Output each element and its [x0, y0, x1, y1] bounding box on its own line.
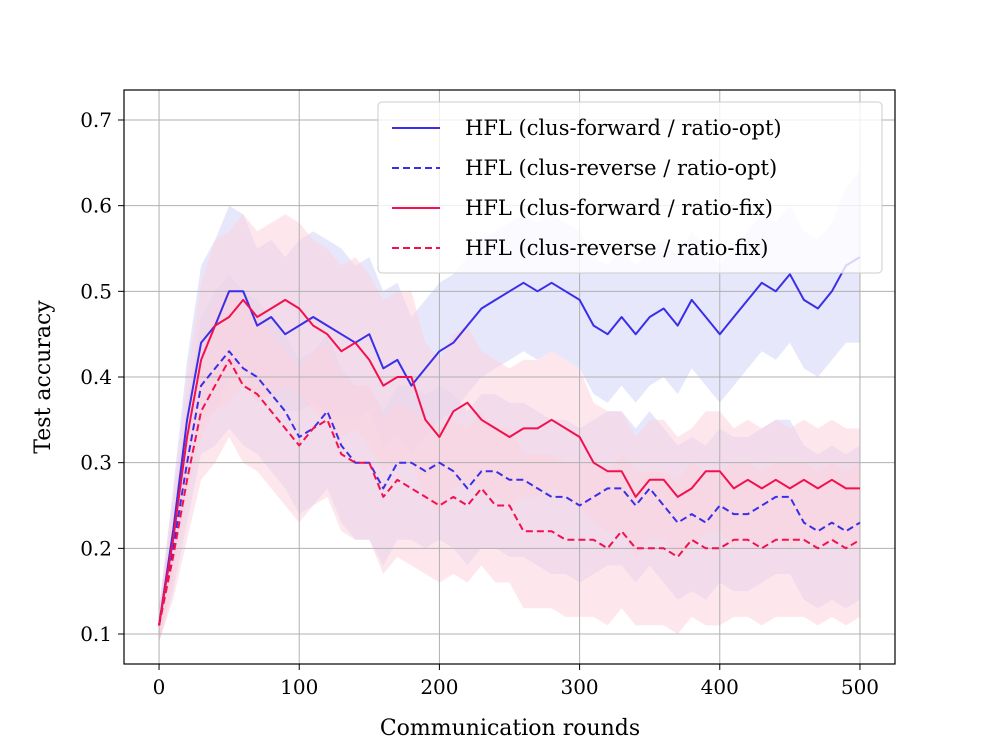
y-tick-label: 0.3: [80, 451, 112, 475]
x-tick-label: 500: [841, 675, 879, 699]
x-axis-ticks: 0 100 200 300 400 500: [153, 664, 879, 699]
legend-label-3: HFL (clus-forward / ratio-fix): [465, 196, 773, 220]
y-tick-label: 0.5: [80, 279, 112, 303]
series-line-1: [158, 256, 861, 626]
x-axis-label: Communication rounds: [380, 716, 640, 741]
legend-box: [377, 101, 883, 274]
x-tick-label: 300: [560, 675, 598, 699]
series-lines: [158, 256, 861, 626]
series-line-4: [158, 358, 861, 626]
legend-label-1: HFL (clus-forward / ratio-opt): [465, 116, 782, 140]
y-axis-label: Test accuracy: [31, 300, 56, 454]
x-tick-label: 200: [420, 675, 458, 699]
y-tick-label: 0.7: [80, 108, 112, 132]
y-axis-ticks: 0.1 0.2 0.3 0.4 0.5 0.6 0.7: [80, 108, 124, 646]
confidence-bands: [159, 171, 860, 643]
y-tick-label: 0.2: [80, 536, 112, 560]
legend-label-4: HFL (clus-reverse / ratio-fix): [465, 236, 769, 260]
y-tick-label: 0.4: [80, 365, 112, 389]
legend-label-2: HFL (clus-reverse / ratio-opt): [465, 156, 777, 180]
x-tick-label: 100: [280, 675, 318, 699]
x-tick-label: 0: [153, 675, 166, 699]
legend: HFL (clus-forward / ratio-opt) HFL (clus-…: [377, 101, 883, 274]
y-tick-label: 0.1: [80, 622, 112, 646]
series-line-2: [158, 350, 861, 626]
x-tick-label: 400: [701, 675, 739, 699]
series-line-3: [158, 298, 860, 626]
y-tick-label: 0.6: [80, 194, 112, 218]
